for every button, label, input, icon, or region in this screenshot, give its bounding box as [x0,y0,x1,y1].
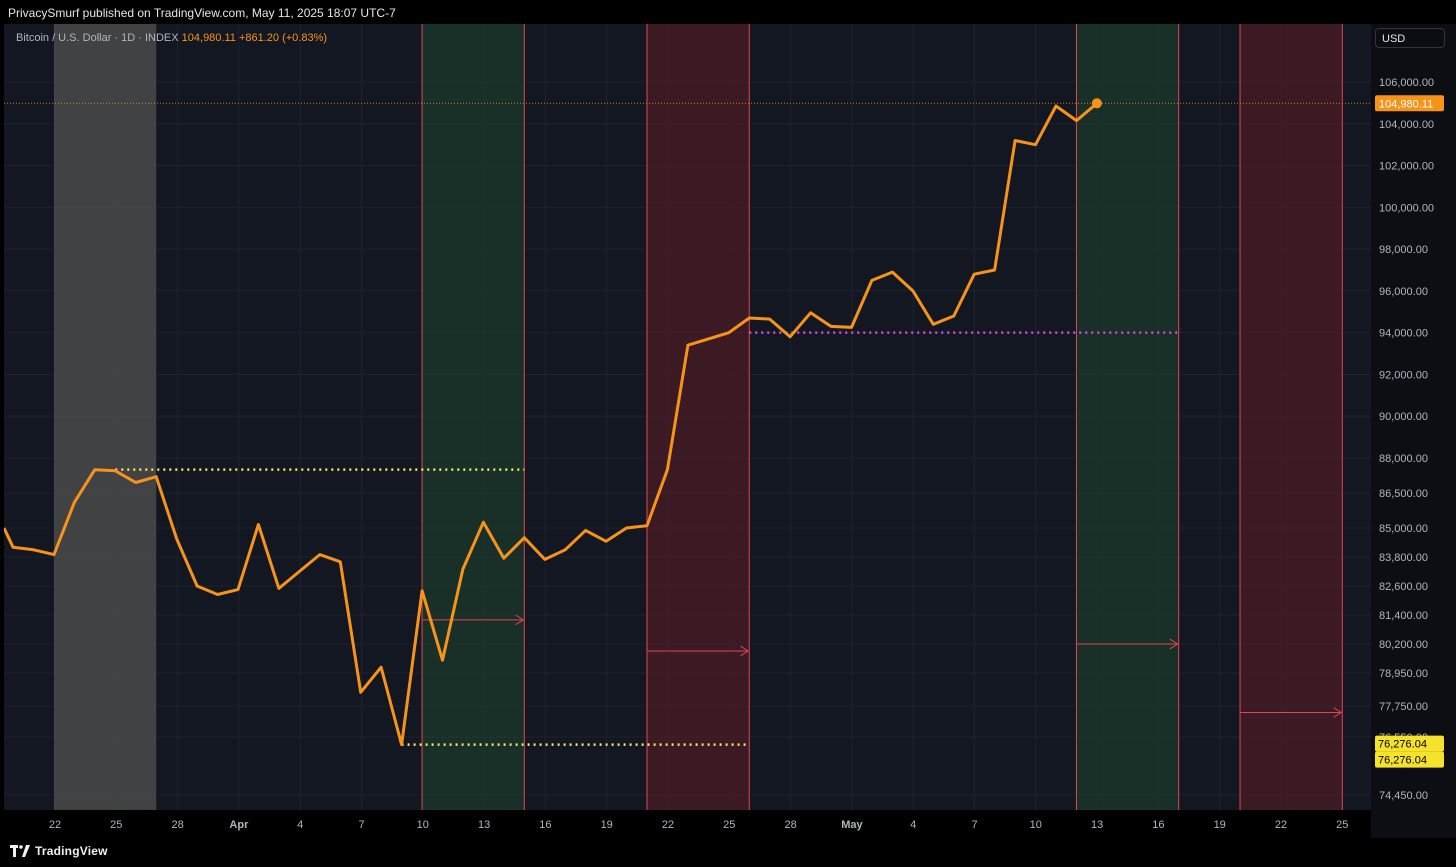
x-tick-label: 13 [1091,819,1103,831]
publisher-text: PrivacySmurf published on TradingView.co… [8,6,396,20]
tradingview-brand[interactable]: TradingView [10,844,108,858]
x-tick-label: 25 [110,819,122,831]
y-tick-label: 88,000.00 [1379,453,1428,465]
zone-green [422,24,525,810]
y-tick-label: 77,750.00 [1379,701,1428,713]
x-tick-label: 16 [539,819,551,831]
x-tick-label: 4 [910,819,916,831]
y-tick-label: 83,800.00 [1379,552,1428,564]
x-tick-label: Apr [229,819,249,831]
x-tick-label: 25 [1336,819,1348,831]
y-tick-label: 78,950.00 [1379,668,1428,680]
x-tick-label: 7 [358,819,364,831]
y-tick-label: 98,000.00 [1379,244,1428,256]
low-price-tag-a-text: 76,276.04 [1378,739,1427,751]
last-price-tag-text: 104,980.11 [1379,98,1433,110]
y-tick-label: 85,000.00 [1379,523,1428,535]
low-price-tag-a [1375,735,1444,752]
x-tick-label: 19 [1214,819,1226,831]
x-tick-label: 10 [417,819,429,831]
zone-red [647,24,750,810]
x-tick-label: 22 [662,819,674,831]
x-tick-label: 16 [1152,819,1164,831]
y-tick-label: 92,000.00 [1379,369,1428,381]
brand-name: TradingView [35,844,108,858]
tradingview-logo-icon [10,845,30,857]
footer-bar: TradingView [0,838,1456,867]
y-tick-label: 104,000.00 [1379,119,1434,131]
y-tick-label: 82,600.00 [1379,581,1428,593]
y-tick-label: 90,000.00 [1379,411,1428,423]
y-tick-label: 102,000.00 [1379,161,1434,173]
last-price-marker [1091,98,1102,109]
x-tick-label: May [841,819,863,831]
x-tick-label: 22 [1275,819,1287,831]
last-price-value: 104,980.11 [181,32,236,44]
y-tick-label: 74,450.00 [1379,790,1428,802]
y-tick-label: 81,400.00 [1379,610,1428,622]
y-tick-label: 106,000.00 [1379,77,1434,89]
zone-red [1240,24,1343,810]
zone-green [1076,24,1179,810]
symbol-legend: Bitcoin / U.S. Dollar · 1D · INDEX 104,9… [16,32,327,44]
x-tick-label: 22 [49,819,61,831]
x-tick-label: 4 [297,819,303,831]
zone-gray [53,24,157,810]
x-tick-label: 13 [478,819,490,831]
currency-selector[interactable]: USD [1375,28,1445,48]
x-tick-label: 19 [601,819,613,831]
y-tick-label: 100,000.00 [1379,202,1434,214]
x-tick-label: 10 [1030,819,1042,831]
price-series-line [4,102,1098,747]
x-tick-label: 7 [971,819,977,831]
publisher-bar: PrivacySmurf published on TradingView.co… [0,0,1456,24]
low-price-tag-b-text: 76,276.04 [1378,755,1427,767]
y-tick-label: 94,000.00 [1379,328,1428,340]
x-tick-label: 28 [784,819,796,831]
x-tick-label: 25 [723,819,735,831]
y-tick-label: 96,000.00 [1379,286,1428,298]
symbol-name: Bitcoin / U.S. Dollar · 1D · INDEX [16,32,179,44]
price-change-value: +861.20 (+0.83%) [238,32,328,44]
low-price-tag-b [1375,751,1444,768]
y-tick-label: 86,500.00 [1379,488,1428,500]
last-price-tag [1375,95,1444,112]
x-tick-label: 28 [171,819,183,831]
y-tick-label: 80,200.00 [1379,639,1428,651]
price-axis[interactable] [1371,24,1456,840]
